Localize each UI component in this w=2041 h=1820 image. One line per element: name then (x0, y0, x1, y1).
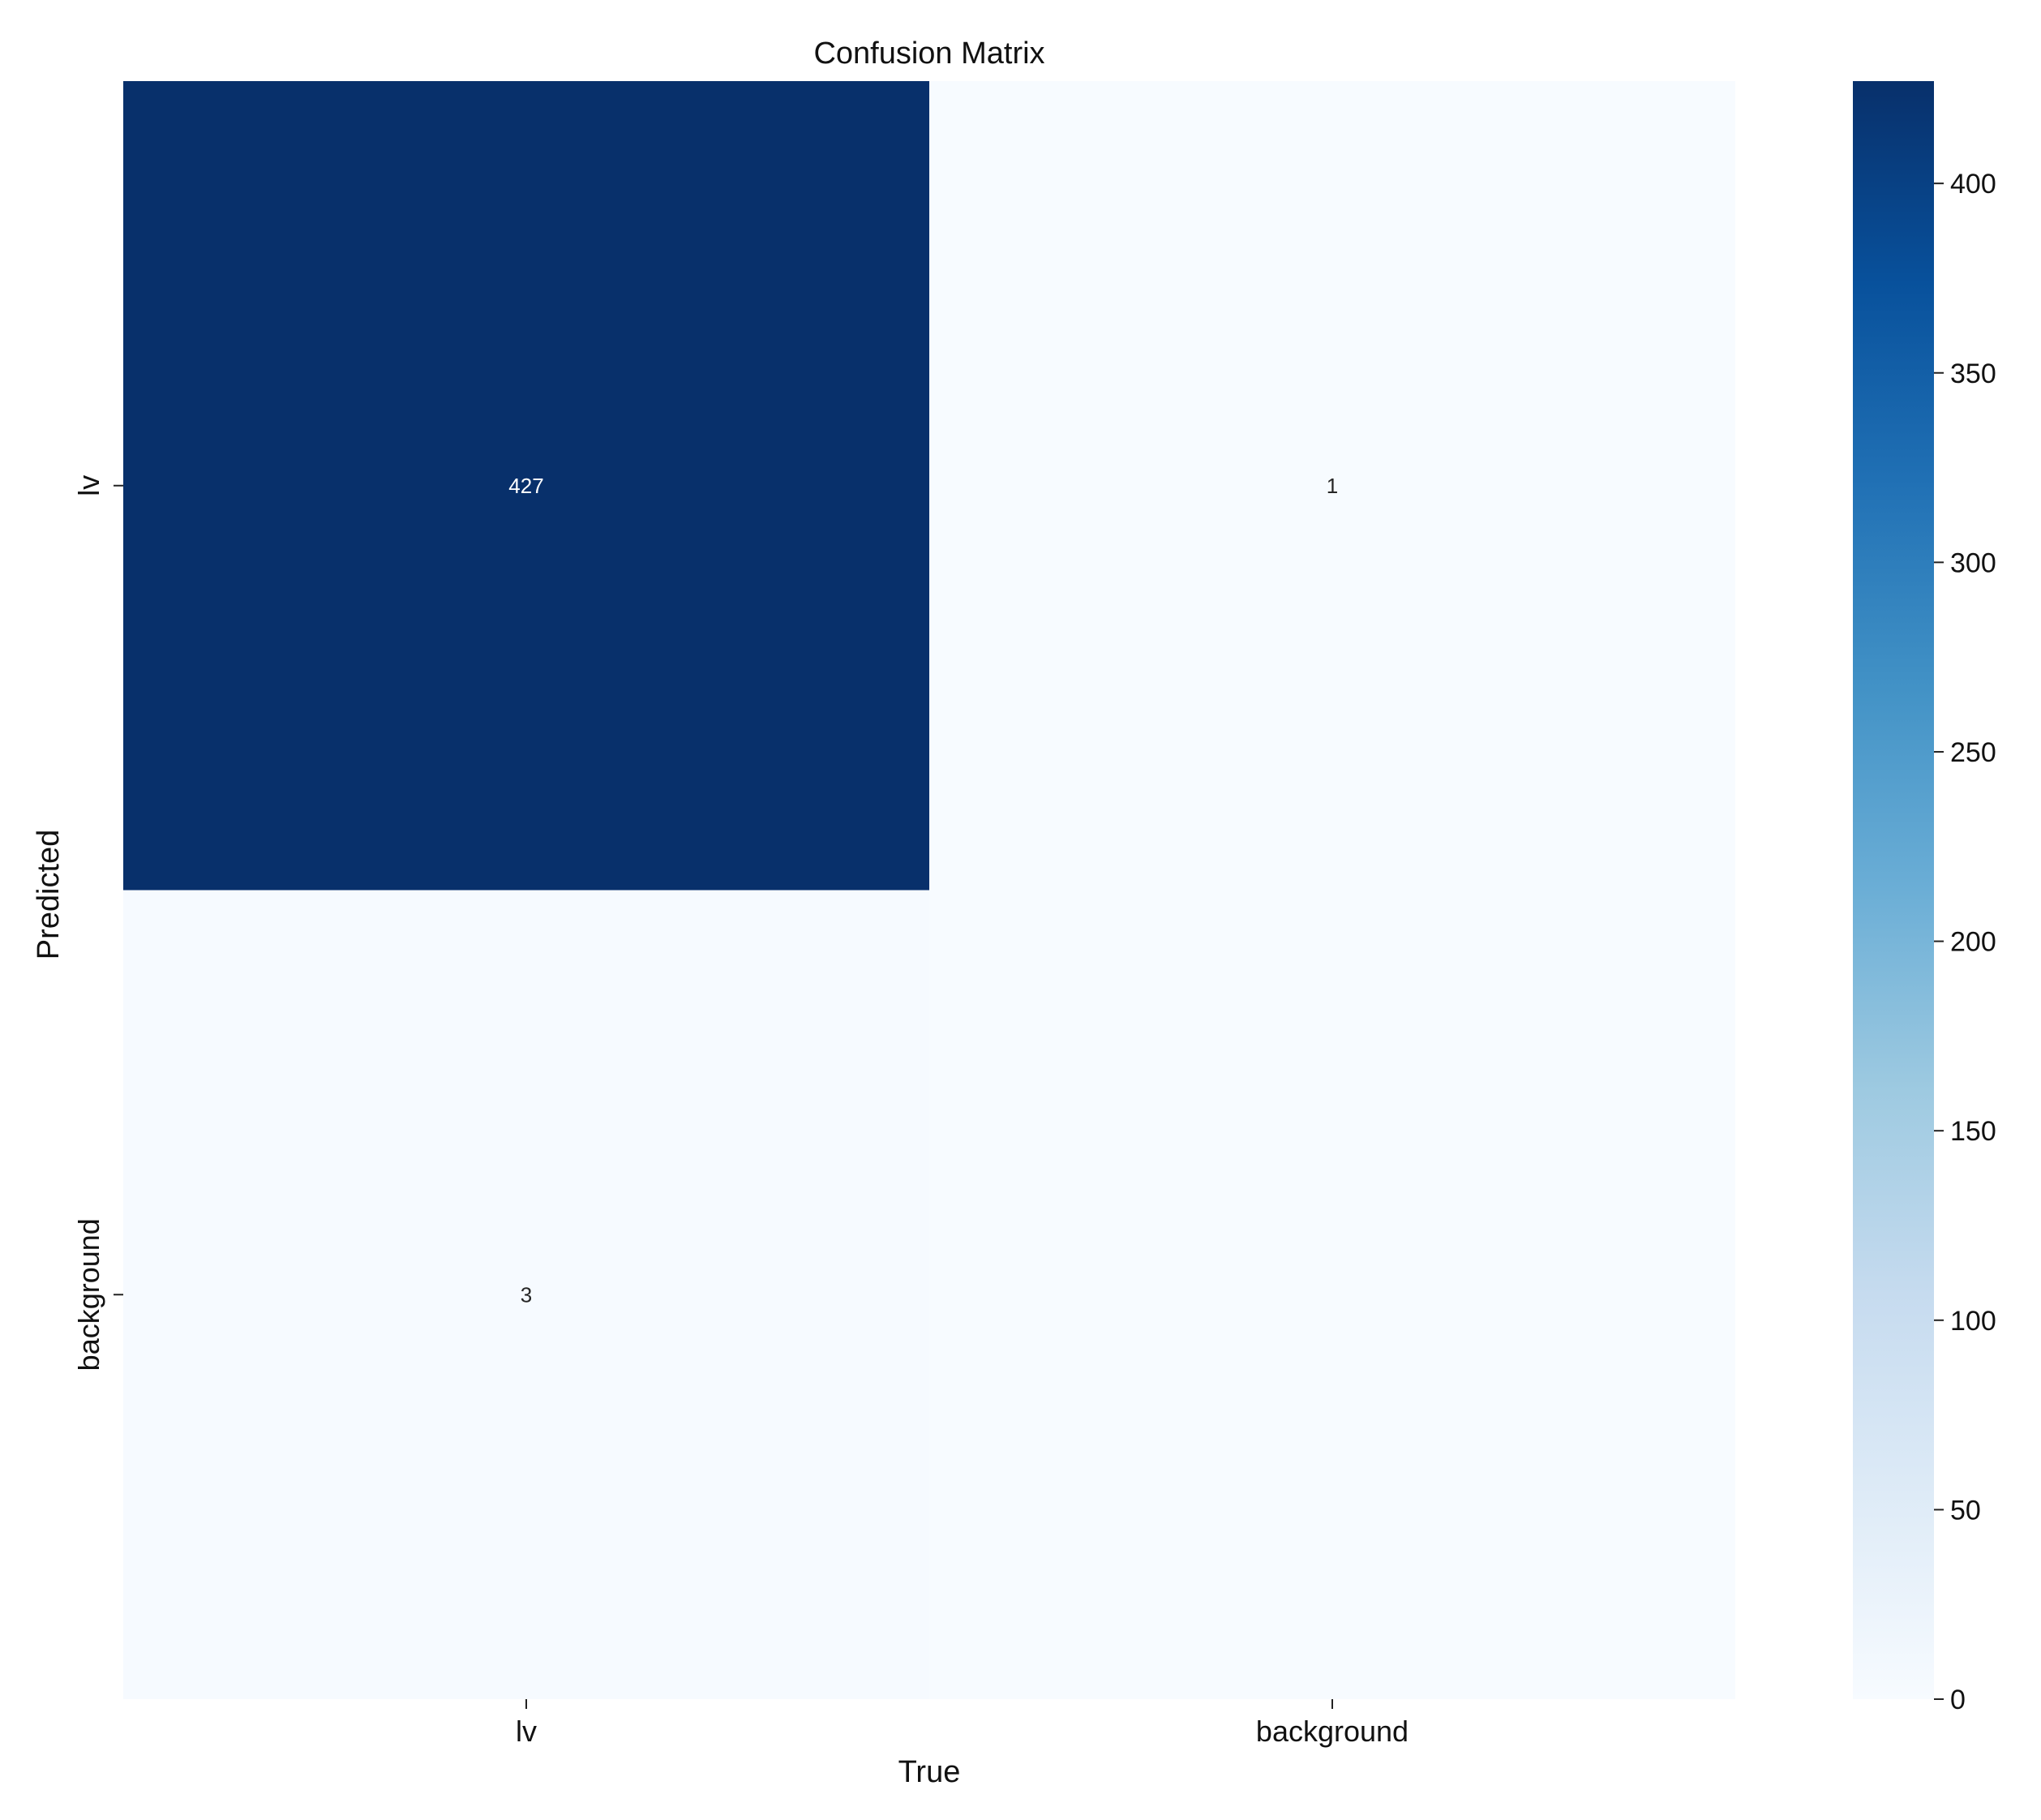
cell-annotation: 1 (1327, 474, 1338, 498)
chart-title: Confusion Matrix (813, 36, 1044, 71)
colorbar-tick-label: 400 (1950, 169, 1996, 200)
cell-annotation: 427 (508, 474, 543, 498)
x-axis-label: True (898, 1755, 961, 1789)
colorbar-tick-label: 50 (1950, 1495, 1981, 1526)
cell-annotation: 3 (521, 1282, 532, 1307)
colorbar-tick-label: 300 (1950, 547, 1996, 578)
x-tick-label: background (1256, 1715, 1409, 1748)
colorbar-tick-label: 0 (1950, 1685, 1966, 1715)
colorbar-tick-label: 350 (1950, 358, 1996, 389)
colorbar-tick-label: 100 (1950, 1306, 1996, 1337)
y-axis-label: Predicted (32, 830, 66, 960)
y-tick-label: lv (72, 475, 105, 496)
x-tick-label: lv (516, 1715, 537, 1748)
colorbar-tick-label: 150 (1950, 1116, 1996, 1147)
heatmap-cell-background-lv (123, 890, 929, 1699)
heatmap-cell-lv-background (929, 81, 1735, 891)
colorbar-tick-label: 250 (1950, 737, 1996, 768)
colorbar-tick-label: 200 (1950, 927, 1996, 958)
heatmap-cell-background-background (929, 890, 1735, 1699)
heatmap-cell-lv-lv (123, 81, 929, 891)
y-tick-label: background (72, 1218, 105, 1371)
colorbar (1853, 81, 1934, 1699)
